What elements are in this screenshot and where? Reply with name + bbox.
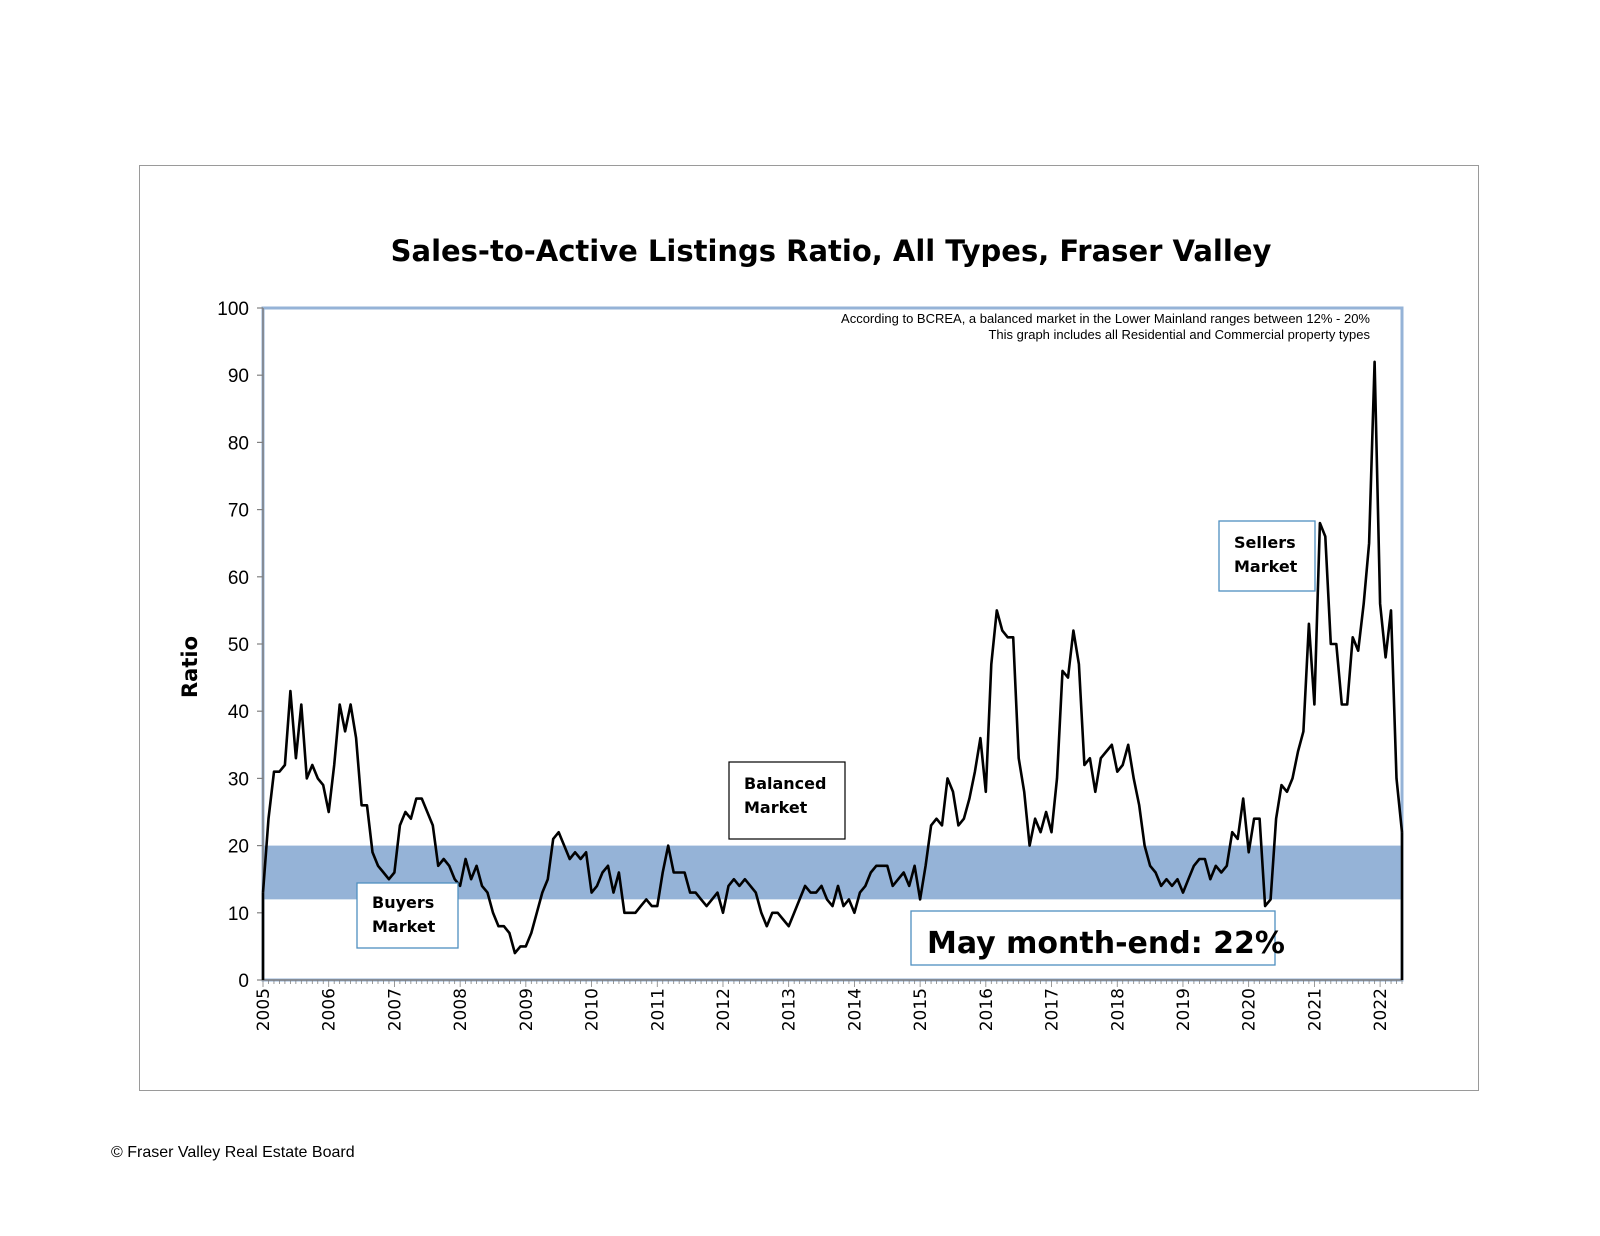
- y-tick-label: 40: [228, 702, 249, 723]
- month-end-annotation: May month-end: 22%: [910, 910, 1285, 966]
- y-tick-label: 80: [228, 433, 249, 454]
- x-tick-label: 2012: [714, 988, 734, 1031]
- chart-title: Sales-to-Active Listings Ratio, All Type…: [391, 234, 1272, 268]
- balanced-market-annotation: Balanced Market: [728, 761, 846, 840]
- y-tick-label: 20: [228, 837, 249, 858]
- x-tick-label: 2010: [583, 988, 603, 1031]
- y-tick-label: 30: [228, 769, 249, 790]
- balanced-market-label-line1: Balanced: [744, 774, 826, 793]
- balanced-market-box: [728, 761, 846, 840]
- buyers-market-label-line2: Market: [372, 917, 436, 936]
- x-tick-label: 2022: [1371, 988, 1391, 1031]
- x-tick-label: 2018: [1108, 988, 1128, 1031]
- y-tick-label: 100: [217, 299, 249, 320]
- x-tick-label: 2019: [1174, 988, 1194, 1031]
- month-end-box: [910, 910, 1276, 966]
- x-tick-label: 2015: [911, 988, 931, 1031]
- chart-frame: [139, 165, 1479, 1091]
- x-tick-label: 2007: [385, 988, 405, 1031]
- x-tick-label: 2005: [254, 988, 274, 1031]
- x-tick-label: 2008: [451, 988, 471, 1031]
- x-tick-label: 2021: [1305, 988, 1325, 1031]
- y-tick-label: 50: [228, 635, 249, 656]
- note-balanced-range: According to BCREA, a balanced market in…: [841, 311, 1370, 326]
- y-tick-label: 60: [228, 568, 249, 589]
- sellers-market-annotation: Sellers Market: [1218, 520, 1316, 592]
- y-tick-label: 90: [228, 366, 249, 387]
- copyright-notice: © Fraser Valley Real Estate Board: [111, 1144, 355, 1161]
- y-axis-label: Ratio: [178, 636, 202, 698]
- sellers-market-label-line2: Market: [1234, 557, 1298, 576]
- buyers-market-label-line1: Buyers: [372, 893, 434, 912]
- buyers-market-box: [356, 882, 459, 949]
- x-tick-label: 2014: [845, 988, 865, 1031]
- x-tick-label: 2009: [517, 988, 537, 1031]
- series-line: [261, 360, 1404, 955]
- axis-layer: 0 10 20 30 40 50 60 70 80 90 100 2005 2006 2007 2008 20…: [217, 299, 1404, 1031]
- series-line-layer: [261, 360, 1404, 980]
- x-tick-label: 2020: [1240, 988, 1260, 1031]
- x-tick-label: 2013: [780, 988, 800, 1031]
- buyers-market-annotation: Buyers Market: [356, 882, 459, 949]
- x-tick-label: 2017: [1043, 988, 1063, 1031]
- x-tick-label: 2006: [320, 988, 340, 1031]
- month-end-label: May month-end: 22%: [927, 926, 1285, 961]
- y-tick-label: 0: [238, 971, 249, 992]
- x-tick-label: 2011: [648, 988, 668, 1031]
- y-tick-label: 70: [228, 501, 249, 522]
- x-tick-label: 2016: [977, 988, 997, 1031]
- note-property-types: This graph includes all Residential and …: [988, 327, 1370, 342]
- sellers-market-box: [1218, 520, 1316, 592]
- sellers-market-label-line1: Sellers: [1234, 533, 1296, 552]
- balanced-market-label-line2: Market: [744, 798, 808, 817]
- y-tick-label: 10: [228, 904, 249, 925]
